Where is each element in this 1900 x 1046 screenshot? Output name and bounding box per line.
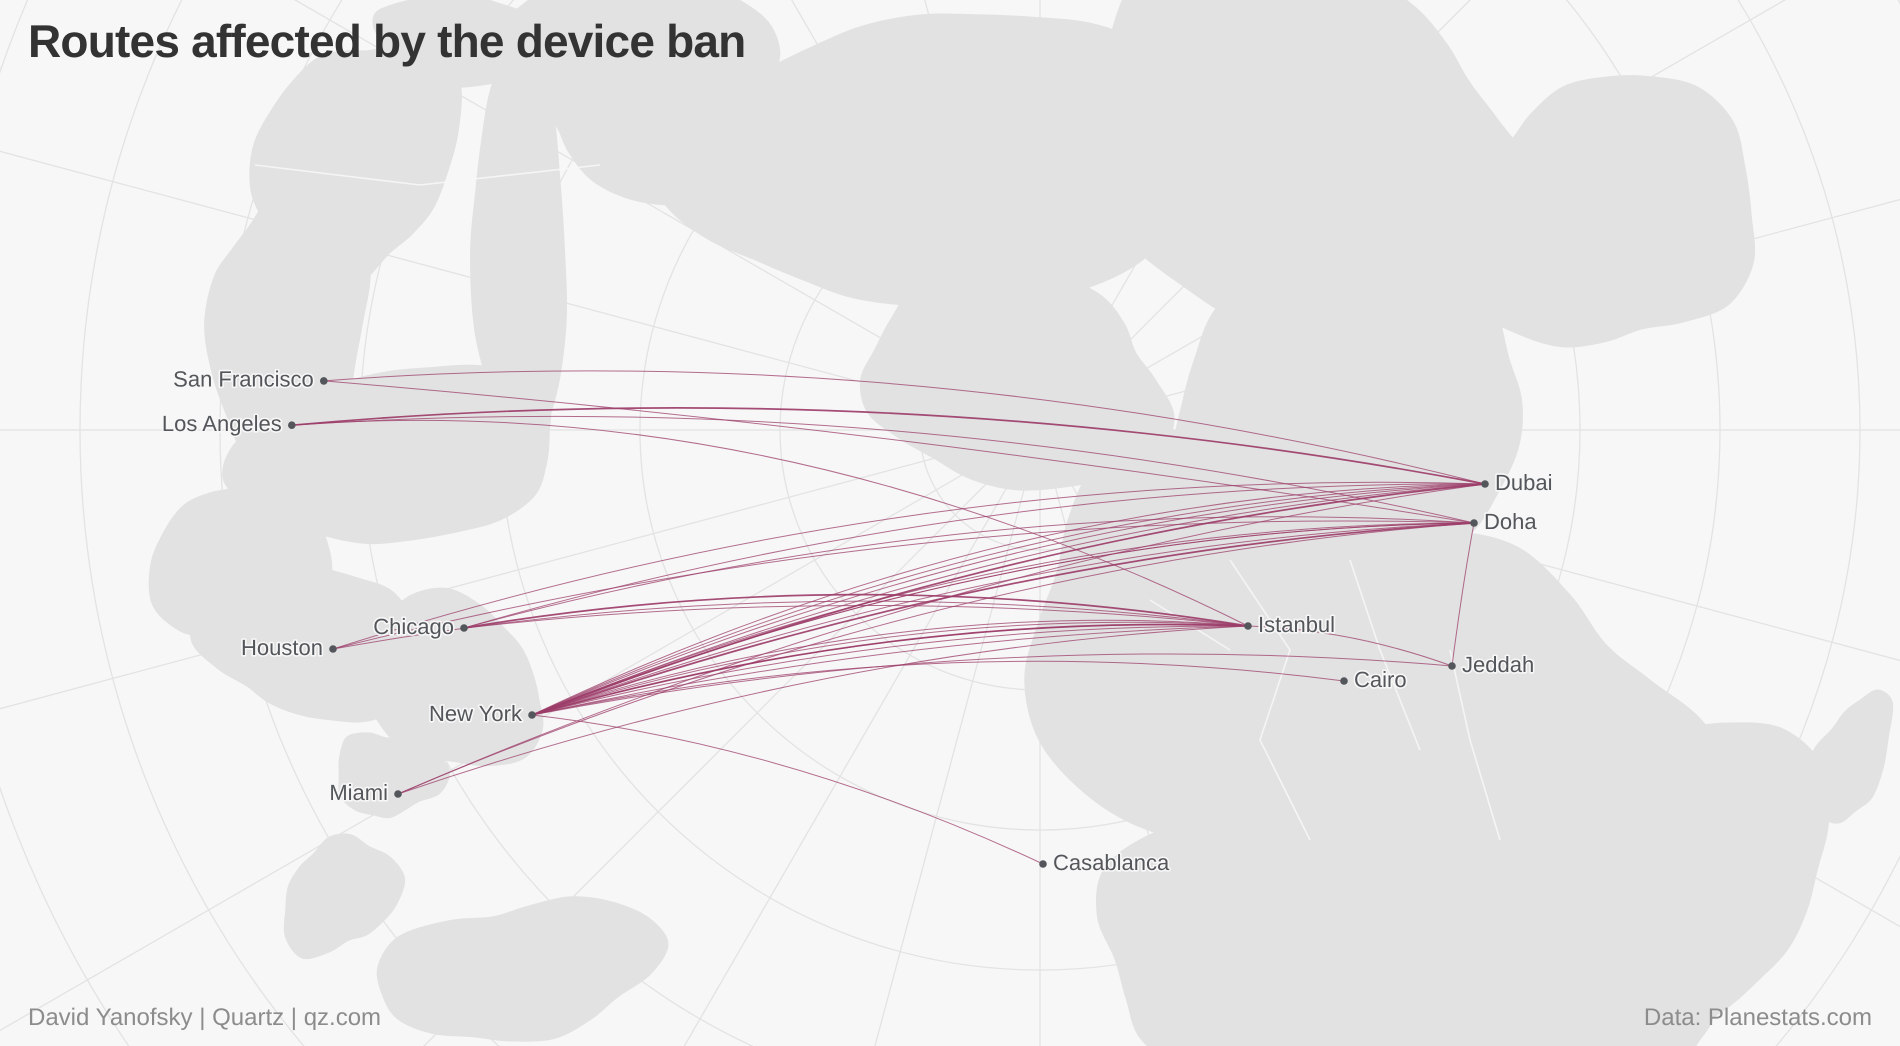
svg-text:Doha: Doha	[1484, 509, 1537, 534]
svg-text:Houston: Houston	[241, 635, 323, 660]
svg-text:Istanbul: Istanbul	[1258, 612, 1335, 637]
svg-text:Miami: Miami	[329, 780, 388, 805]
svg-text:Jeddah: Jeddah	[1462, 652, 1534, 677]
svg-text:Casablanca: Casablanca	[1053, 850, 1170, 875]
svg-text:San Francisco: San Francisco	[173, 367, 314, 392]
svg-text:Chicago: Chicago	[373, 614, 454, 639]
svg-text:Cairo: Cairo	[1354, 667, 1407, 692]
svg-text:Los Angeles: Los Angeles	[162, 411, 282, 436]
svg-text:Dubai: Dubai	[1495, 470, 1552, 495]
svg-text:New York: New York	[429, 701, 523, 726]
